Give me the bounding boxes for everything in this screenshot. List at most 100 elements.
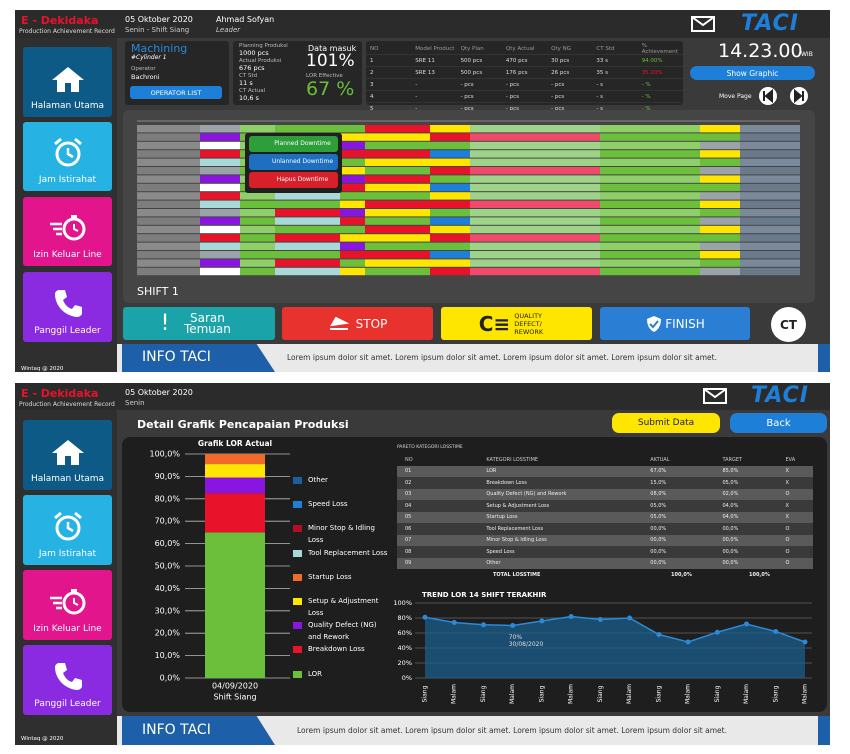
pareto-cell: Other (486, 560, 501, 567)
timeline-segment (740, 192, 800, 200)
timeline-label-cell (137, 125, 200, 133)
timeline-segment (470, 209, 600, 217)
pareto-cell: 85,0% (722, 468, 739, 475)
pareto-cell: 00,0% (650, 537, 667, 544)
table-cell: 33 s (596, 57, 609, 64)
leave-icon (49, 589, 85, 615)
timeline-segment (275, 209, 340, 217)
timeline-segment (700, 133, 740, 141)
timeline-segment (340, 259, 365, 267)
next-page-button[interactable] (790, 87, 808, 105)
timeline-segment (275, 259, 340, 267)
timeline-segment (740, 251, 800, 259)
app-subtitle: Production Achievement Record (19, 28, 115, 35)
timeline-segment (700, 141, 740, 150)
planned-downtime-button[interactable]: Planned Downtime (249, 136, 338, 152)
operator-list-button[interactable]: OPERATOR LIST (130, 86, 222, 99)
stop-button[interactable]: STOP (282, 307, 433, 340)
data-masuk-label: Data masuk (308, 44, 357, 53)
saran-button[interactable]: ! Saran Temuan (123, 307, 275, 340)
show-graphic-button[interactable]: Show Graphic (690, 66, 815, 80)
pareto-cell: 100,0% (671, 571, 692, 578)
timeline-segment (365, 242, 430, 250)
pareto-cell: O (785, 491, 790, 498)
timeline-segment (365, 192, 430, 200)
timeline-segment (700, 175, 740, 183)
pareto-cell: Minor Stop & Idling Loss (486, 537, 547, 544)
pareto-cell: 67,0% (650, 468, 667, 475)
timeline-segment (200, 209, 240, 217)
lor-label: LOR Effective (306, 73, 343, 79)
y-tick-label: 0% (402, 674, 412, 682)
legend-swatch (293, 646, 302, 654)
submit-button[interactable]: Submit Data (612, 413, 720, 433)
x-axis-label: Shift Siang (213, 693, 256, 702)
timeline-segment (470, 242, 600, 250)
pareto-cell: Speed Loss (486, 548, 515, 555)
timeline-segment (740, 183, 800, 192)
timeline-segment (200, 167, 240, 175)
timeline-segment (700, 183, 740, 192)
nav-home[interactable]: Halaman Utama (23, 47, 112, 117)
timeline-segment (430, 209, 470, 217)
timeline-segment (275, 234, 340, 242)
legend-swatch (293, 525, 302, 533)
pareto-cell: 00,0% (650, 560, 667, 567)
timeline-segment (700, 150, 740, 158)
lor-value: 67 % (306, 78, 355, 100)
legend-swatch (293, 573, 302, 581)
pareto-cell: 07 (405, 537, 412, 544)
header-cell: % Achievement (641, 42, 678, 55)
timeline-segment (600, 209, 700, 217)
nav-home[interactable]: Halaman Utama (23, 420, 112, 490)
timeline-segment (240, 251, 275, 259)
prev-page-button[interactable] (759, 87, 777, 105)
nav-call[interactable]: Panggil Leader (23, 645, 112, 715)
pareto-cell: 01 (405, 468, 412, 475)
quality-button[interactable]: C≡ QUALITY DEFECT/ REWORK (441, 307, 592, 340)
legend-item: Speed Loss (293, 500, 390, 510)
timeline-segment (700, 225, 740, 234)
finish-button[interactable]: FINISH (600, 307, 750, 340)
header-cell: Qty Plan (460, 45, 484, 52)
y-tick-label: 40,0% (155, 584, 181, 593)
timeline-segment (365, 267, 430, 276)
timeline-label-cell (137, 234, 200, 242)
info-title: INFO TACI (122, 344, 275, 372)
product-table: NO Model Product Qty Plan Qty Actual Qty NG C… (366, 41, 683, 115)
table-cell: SRE 11 (415, 57, 435, 64)
nav-break[interactable]: Jam Istirahat (23, 122, 112, 191)
timeline-segment (365, 234, 430, 242)
stat-value: 1000 pcs (239, 49, 269, 57)
table-cell: 4 (370, 93, 374, 100)
delete-downtime-button[interactable]: Hapus Downtime (249, 172, 338, 188)
unplanned-downtime-button[interactable]: Unlanned Downtime (249, 154, 338, 170)
mail-icon[interactable] (703, 388, 727, 404)
nav-leave[interactable]: Izin Keluar Line (23, 197, 112, 266)
x-tick-label: Siang (714, 685, 721, 702)
nav-call[interactable]: Panggil Leader (23, 272, 112, 342)
y-tick-label: 20,0% (155, 629, 181, 638)
ct-button[interactable]: CT (771, 307, 806, 342)
info-ticker: Lorem ipsum dolor sit amet. Lorem ipsum … (287, 353, 717, 362)
page-controls (759, 87, 808, 105)
x-tick-label: Malam (802, 684, 809, 704)
trend-line (424, 615, 806, 643)
pareto-cell: 00,0% (650, 525, 667, 532)
timeline-segment (600, 150, 700, 158)
trend-point (714, 629, 720, 635)
pareto-cell: 100,0% (749, 571, 770, 578)
nav-break[interactable]: Jam Istirahat (23, 495, 112, 565)
legend-item: Setup & Adjustment Loss (293, 597, 390, 619)
pareto-cell: 02,0% (722, 491, 739, 498)
mail-icon[interactable] (691, 16, 715, 32)
back-button[interactable]: Back (730, 413, 827, 433)
home-icon (51, 440, 84, 465)
nav-label: Panggil Leader (34, 326, 101, 336)
legend-item: Breakdown Loss (293, 645, 390, 655)
y-tick-label: 60,0% (155, 539, 181, 548)
nav-leave[interactable]: Izin Keluar Line (23, 570, 112, 640)
table-cell: - s (596, 105, 604, 112)
pareto-cell: 00,0% (722, 525, 739, 532)
timeline-segment (275, 251, 340, 259)
